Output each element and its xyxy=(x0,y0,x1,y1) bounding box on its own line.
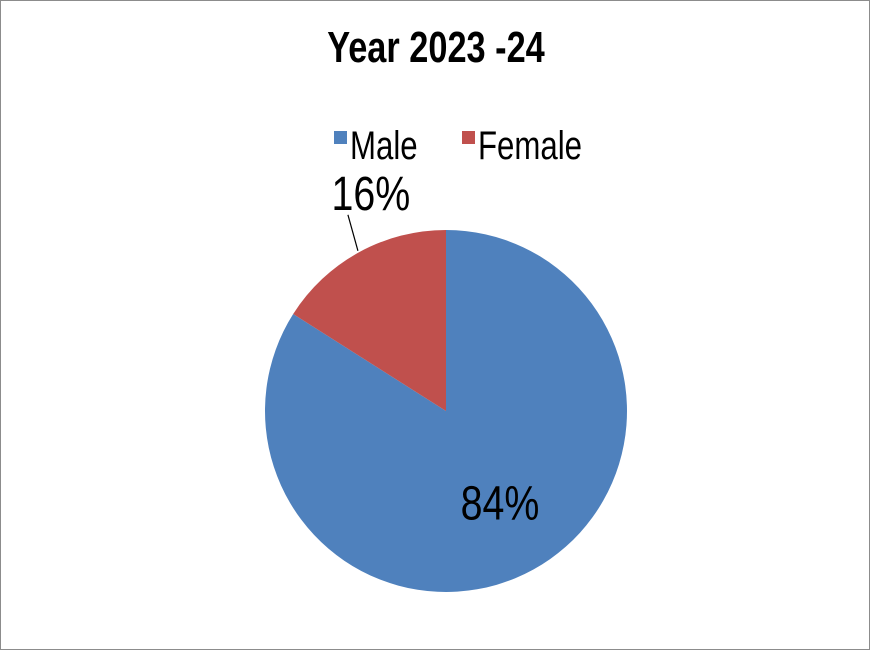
legend-swatch-female xyxy=(462,131,475,144)
legend-label-female: Female xyxy=(478,123,582,168)
legend-label-male: Male xyxy=(350,123,418,168)
legend-swatch-male xyxy=(334,131,347,144)
chart-title: Year 2023 -24 xyxy=(327,23,545,72)
data-label-female: 16% xyxy=(332,167,411,221)
pie-slice-female xyxy=(293,230,446,411)
leader-line-female xyxy=(347,214,359,251)
pie-slice-male xyxy=(265,230,628,592)
data-label-male: 84% xyxy=(461,477,540,531)
